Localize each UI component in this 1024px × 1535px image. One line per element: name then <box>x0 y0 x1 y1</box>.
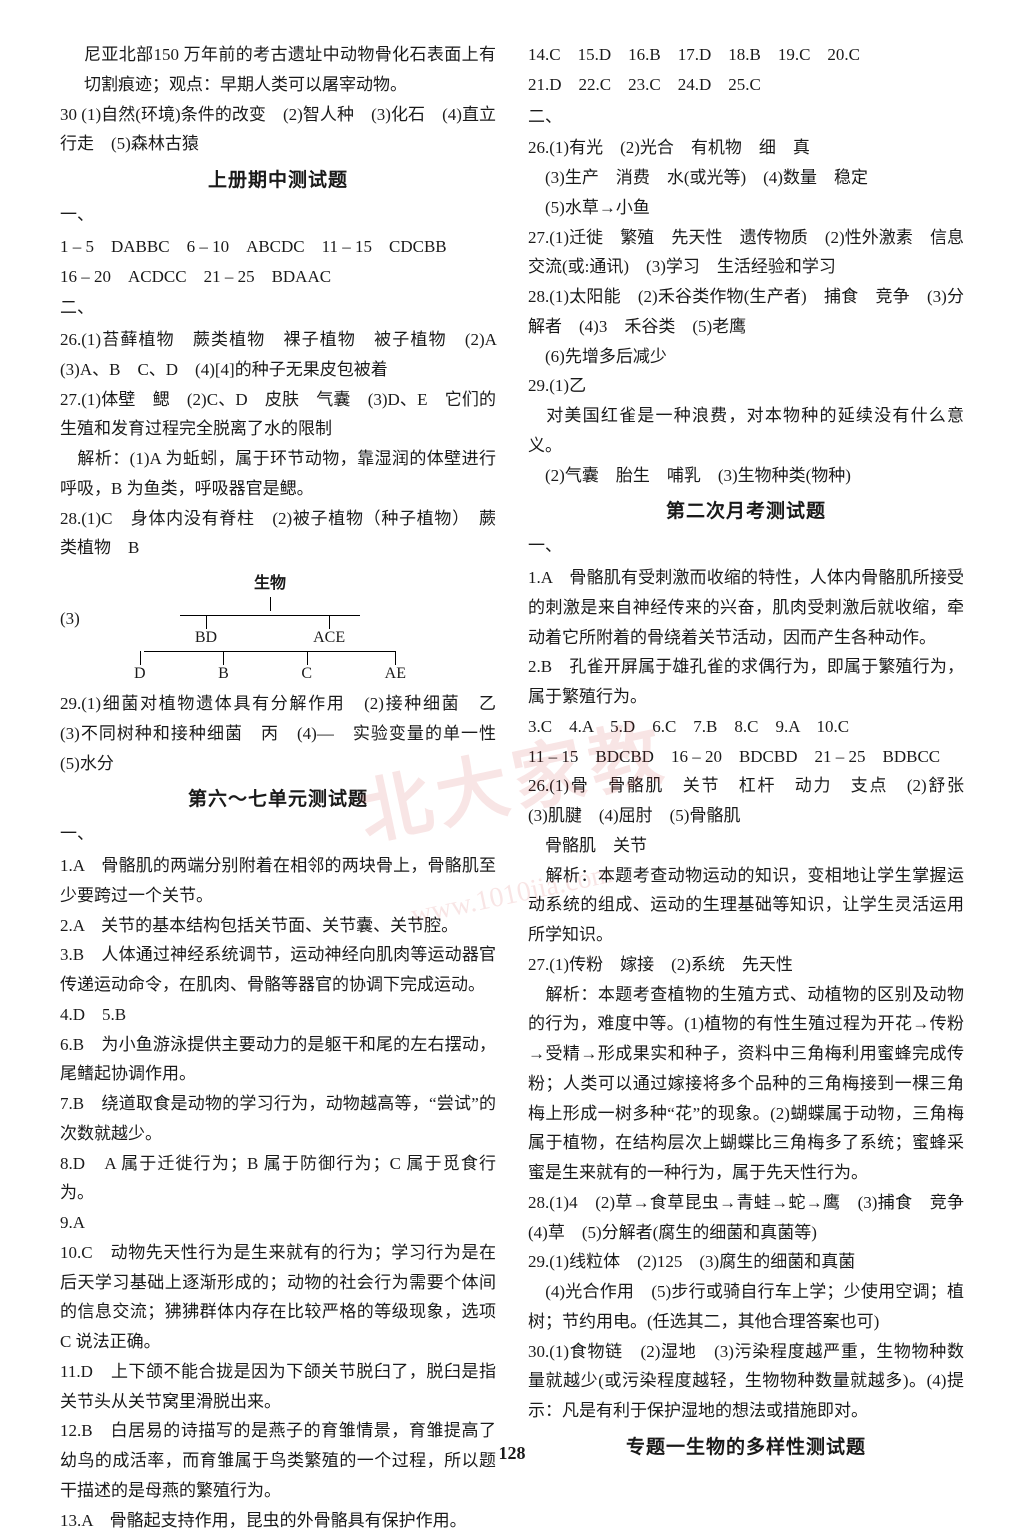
answer-line: 26.(1)有光 (2)光合 有机物 细 真 <box>528 133 964 163</box>
section-heading: 上册期中测试题 <box>60 165 496 192</box>
section-heading: 第六～七单元测试题 <box>60 784 496 811</box>
answer-line: 27.(1)体壁 鳃 (2)C、D 皮肤 气囊 (3)D、E 它们的生殖和发育过… <box>60 385 496 445</box>
page-columns: 尼亚北部150 万年前的考古遗址中动物骨化石表面上有切割痕迹；观点：早期人类可以… <box>60 40 964 1420</box>
answer-line: 2.A 关节的基本结构包括关节面、关节囊、关节腔。 <box>60 911 496 941</box>
answer-line: 29.(1)细菌对植物遗体具有分解作用 (2)接种细菌 乙 (3)不同树种和接种… <box>60 689 496 778</box>
answer-line: 29.(1)乙 <box>528 371 964 401</box>
tree-leaf: AE <box>377 665 414 683</box>
section-label: 一、 <box>60 200 496 230</box>
tree-level-mid: BD ACE <box>120 629 420 647</box>
answer-line: 14.C 15.D 16.B 17.D 18.B 19.C 20.C <box>528 40 964 70</box>
answer-line: 29.(1)线粒体 (2)125 (3)腐生的细菌和真菌 <box>528 1247 964 1277</box>
answer-line: 13.A 骨骼起支持作用，昆虫的外骨骼具有保护作用。 <box>60 1506 496 1535</box>
answer-line: 解析：(1)A 为蚯蚓，属于环节动物，靠湿润的体壁进行呼吸，B 为鱼类，呼吸器官… <box>60 444 496 504</box>
section-label: 二、 <box>60 293 496 323</box>
answer-line: 11.D 上下颌不能合拢是因为下颌关节脱臼了，脱臼是指关节头从关节窝里滑脱出来。 <box>60 1357 496 1417</box>
tree-leaf: C <box>293 665 320 683</box>
answer-line: (6)先增多后减少 <box>528 342 964 372</box>
answer-line: 1 – 5 DABBC 6 – 10 ABCDC 11 – 15 CDCBB <box>60 232 496 262</box>
answer-line: 解析：本题考查动物运动的知识，变相地让学生掌握运动系统的组成、运动的生理基础等知… <box>528 861 964 950</box>
tree-stem <box>270 597 271 611</box>
answer-line: 27.(1)传粉 嫁接 (2)系统 先天性 <box>528 950 964 980</box>
answer-line: (5)水草→小鱼 <box>528 193 964 223</box>
section-label: 二、 <box>528 102 964 132</box>
answer-line: 3.B 人体通过神经系统调节，运动神经向肌肉等运动器官传递运动命令，在肌肉、骨骼… <box>60 940 496 1000</box>
answer-line: 1.A 骨骼肌的两端分别附着在相邻的两块骨上，骨骼肌至少要跨过一个关节。 <box>60 851 496 911</box>
tree-leaf: B <box>210 665 237 683</box>
tree-node: ACE <box>305 629 353 647</box>
answer-line: 10.C 动物先天性行为是生来就有的行为；学习行为是在后天学习基础上逐渐形成的；… <box>60 1238 496 1357</box>
answer-line: 6.B 为小鱼游泳提供主要动力的是躯干和尾的左右摆动，尾鳍起协调作用。 <box>60 1030 496 1090</box>
right-column: 14.C 15.D 16.B 17.D 18.B 19.C 20.C 21.D … <box>528 40 964 1420</box>
section-heading: 第二次月考测试题 <box>528 496 964 523</box>
answer-line: 26.(1)骨 骨骼肌 关节 杠杆 动力 支点 (2)舒张 (3)肌腱 (4)屈… <box>528 771 964 831</box>
answer-line: 9.A <box>60 1208 496 1238</box>
answer-line: 27.(1)迁徙 繁殖 先天性 遗传物质 (2)性外激素 信息交流(或:通讯) … <box>528 223 964 283</box>
answer-line: 3.C 4.A 5.D 6.C 7.B 8.C 9.A 10.C <box>528 712 964 742</box>
answer-line: 11 – 15 BDCBD 16 – 20 BDCBD 21 – 25 BDBC… <box>528 742 964 772</box>
answer-line: 骨骼肌 关节 <box>528 831 964 861</box>
tree-side-label: (3) <box>60 609 80 629</box>
answer-line: 8.D A 属于迁徙行为；B 属于防御行为；C 属于觅食行为。 <box>60 1149 496 1209</box>
paragraph: 30 (1)自然(环境)条件的改变 (2)智人种 (3)化石 (4)直立行走 (… <box>60 100 496 160</box>
answer-line: 对美国红雀是一种浪费，对本物种的延续没有什么意义。 <box>528 401 964 461</box>
answer-line: 28.(1)C 身体内没有脊柱 (2)被子植物（种子植物） 蕨类植物 B <box>60 504 496 564</box>
answer-line: 28.(1)4 (2)草→食草昆虫→青蛙→蛇→鹰 (3)捕食 竞争 (4)草 (… <box>528 1188 964 1248</box>
tree-node: BD <box>187 629 225 647</box>
tree-diagram-wrapper: (3) 生物 BD ACE D B C AE <box>60 563 496 689</box>
tree-level-leaves: D B C AE <box>120 665 420 683</box>
section-label: 一、 <box>60 819 496 849</box>
answer-line: 21.D 22.C 23.C 24.D 25.C <box>528 70 964 100</box>
answer-line: 1.A 骨骼肌有受刺激而收缩的特性，人体内骨骼肌所接受的刺激是来自神经传来的兴奋… <box>528 563 964 652</box>
answer-line: 16 – 20 ACDCC 21 – 25 BDAAC <box>60 262 496 292</box>
answer-line: 28.(1)太阳能 (2)禾谷类作物(生产者) 捕食 竞争 (3)分解者 (4)… <box>528 282 964 342</box>
answer-line: (2)气囊 胎生 哺乳 (3)生物种类(物种) <box>528 461 964 491</box>
paragraph: 尼亚北部150 万年前的考古遗址中动物骨化石表面上有切割痕迹；观点：早期人类可以… <box>60 40 496 100</box>
answer-line: (3)生产 消费 水(或光等) (4)数量 稳定 <box>528 163 964 193</box>
tree-root: 生物 <box>120 569 420 593</box>
answer-line: (4)光合作用 (5)步行或骑自行车上学；少使用空调；植树；节约用电。(任选其二… <box>528 1277 964 1337</box>
tree-diagram: 生物 BD ACE D B C AE <box>120 569 420 683</box>
tree-leaf: D <box>126 665 154 683</box>
answer-line: 30.(1)食物链 (2)湿地 (3)污染程度越严重，生物物种数量就越少(或污染… <box>528 1337 964 1426</box>
answer-line: 解析：本题考查植物的生殖方式、动植物的区别及动物的行为，难度中等。(1)植物的有… <box>528 980 964 1188</box>
page-number: 128 <box>0 1443 1024 1464</box>
answer-line: 4.D 5.B <box>60 1000 496 1030</box>
section-label: 一、 <box>528 531 964 561</box>
answer-line: 7.B 绕道取食是动物的学习行为，动物越高等，“尝试”的次数就越少。 <box>60 1089 496 1149</box>
left-column: 尼亚北部150 万年前的考古遗址中动物骨化石表面上有切割痕迹；观点：早期人类可以… <box>60 40 496 1420</box>
answer-line: 2.B 孔雀开屏属于雄孔雀的求偶行为，即属于繁殖行为，属于繁殖行为。 <box>528 652 964 712</box>
answer-line: 26.(1)苔藓植物 蕨类植物 裸子植物 被子植物 (2)A (3)A、B C、… <box>60 325 496 385</box>
